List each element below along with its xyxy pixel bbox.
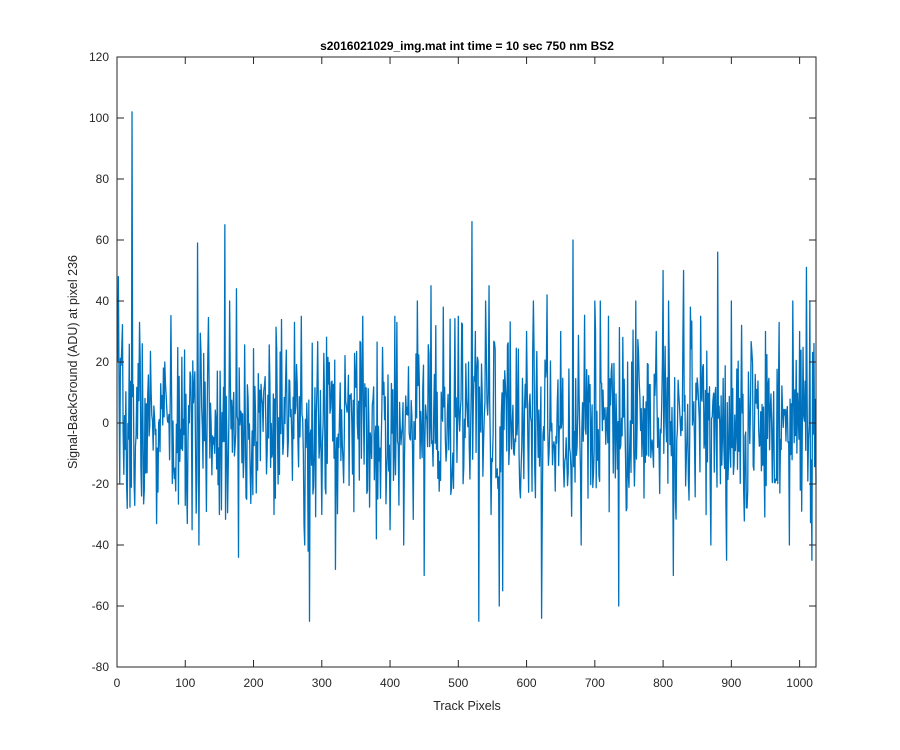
x-axis: 0 100 200 300 400 500 600 700 800 900 1000 <box>114 57 813 690</box>
x-tick-label: 200 <box>244 676 264 690</box>
x-axis-label: Track Pixels <box>433 699 501 713</box>
y-tick-label: 0 <box>102 416 109 430</box>
y-axis: -80 -60 -40 -20 0 20 40 60 80 100 120 <box>89 50 816 674</box>
x-tick-label: 100 <box>175 676 195 690</box>
x-tick-label: 700 <box>585 676 605 690</box>
plot-background <box>117 57 816 667</box>
x-tick-label: 900 <box>721 676 741 690</box>
x-tick-label: 600 <box>517 676 537 690</box>
y-tick-label: 40 <box>96 294 110 308</box>
x-tick-label: 1000 <box>786 676 813 690</box>
y-tick-label: 60 <box>96 233 110 247</box>
x-tick-label: 300 <box>312 676 332 690</box>
x-tick-label: 500 <box>448 676 468 690</box>
plot-area: 0 100 200 300 400 500 600 700 800 900 1000 -80-60-… <box>89 50 817 690</box>
x-tick-label: 400 <box>380 676 400 690</box>
y-axis-label: Signal-BackGround (ADU) at pixel 236 <box>66 255 80 469</box>
series-line <box>117 111 817 622</box>
y-tick-label: 100 <box>89 111 109 125</box>
y-tick-label: 80 <box>96 172 110 186</box>
y-tick-label: -40 <box>92 538 110 552</box>
y-tick-label: -20 <box>92 477 110 491</box>
x-tick-label: 0 <box>114 676 121 690</box>
y-tick-label: -60 <box>92 599 110 613</box>
y-tick-label: 20 <box>96 355 110 369</box>
x-tick-label: 800 <box>653 676 673 690</box>
y-tick-label: 120 <box>89 50 109 64</box>
series-layer <box>117 111 817 622</box>
y-tick-label: -80 <box>92 660 110 674</box>
chart-title: s2016021029_img.mat int time = 10 sec 75… <box>320 39 614 53</box>
